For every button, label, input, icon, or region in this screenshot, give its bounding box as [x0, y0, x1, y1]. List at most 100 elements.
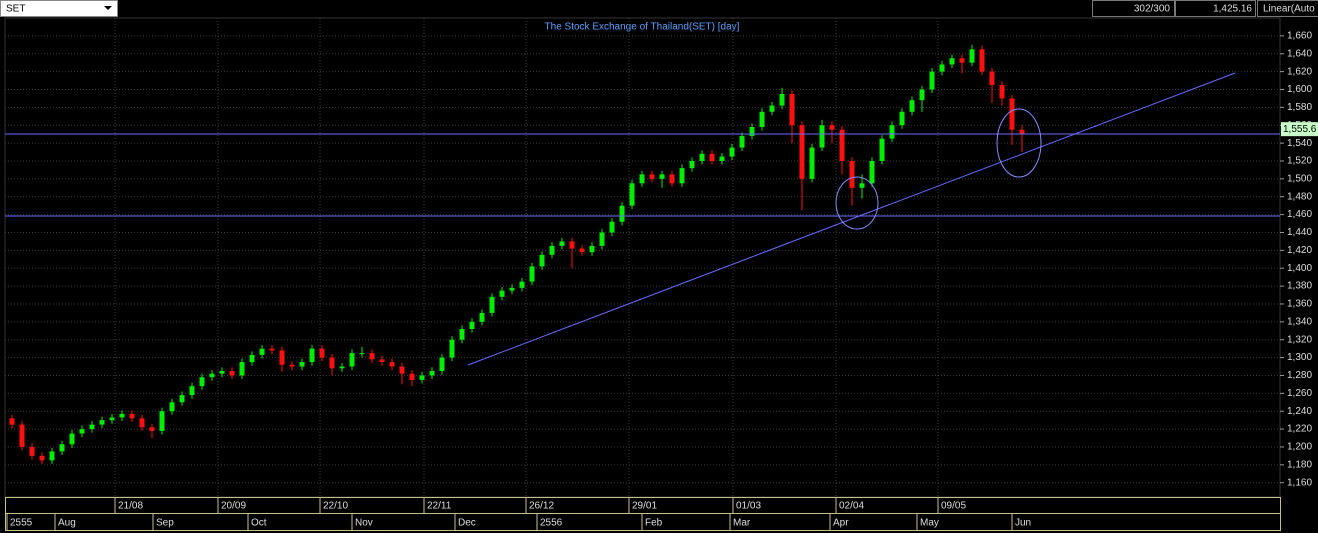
- month-axis-frame: [5, 513, 1281, 531]
- candle-body: [779, 93, 785, 106]
- candle-body: [139, 418, 145, 428]
- candle-body: [439, 357, 445, 371]
- candle-body: [159, 411, 165, 431]
- candle-body: [99, 420, 105, 425]
- candle-body: [539, 254, 545, 267]
- candle-body: [919, 89, 925, 101]
- candle-body: [229, 370, 235, 376]
- dropdown-arrow[interactable]: [104, 6, 112, 10]
- candle-body: [59, 444, 65, 452]
- candle-body: [499, 290, 505, 297]
- month-label: 2556: [540, 518, 563, 529]
- candle-body: [719, 156, 725, 161]
- candle-body: [209, 373, 215, 378]
- y-tick-label: 1,480: [1287, 191, 1312, 202]
- month-label: Dec: [458, 518, 476, 529]
- y-tick-label: 1,300: [1287, 352, 1312, 363]
- month-label: Oct: [251, 518, 267, 529]
- candle-body: [199, 377, 205, 387]
- candle-body: [79, 429, 85, 434]
- candle-body: [939, 64, 945, 72]
- y-tick-label: 1,260: [1287, 388, 1312, 399]
- candle-body: [9, 418, 15, 425]
- candle-body: [529, 266, 535, 282]
- candle-body: [329, 357, 335, 369]
- x-tick-label: 02/04: [839, 501, 864, 512]
- x-tick-label: 22/11: [427, 501, 452, 512]
- candle-body: [959, 58, 965, 63]
- annotation-circle: [835, 176, 879, 230]
- y-tick-label: 1,540: [1287, 138, 1312, 149]
- candle-body: [739, 135, 745, 148]
- candle-body: [1019, 129, 1025, 135]
- count-box: [1092, 0, 1175, 17]
- symbol-box[interactable]: [0, 0, 118, 17]
- candle-body: [829, 125, 835, 130]
- annotation-circle: [996, 108, 1042, 178]
- y-tick-label: 1,580: [1287, 102, 1312, 113]
- candle-body: [899, 111, 905, 126]
- candle-body: [819, 125, 825, 148]
- candle-body: [459, 328, 465, 340]
- candle-body: [349, 353, 355, 367]
- candle-body: [49, 451, 55, 461]
- value: 1,425.16: [1213, 4, 1252, 15]
- month-label: May: [920, 518, 939, 529]
- candle-body: [509, 287, 515, 291]
- count: 302/300: [1134, 4, 1171, 15]
- x-tick-label: 01/03: [736, 501, 761, 512]
- candle-body: [289, 364, 295, 367]
- y-tick-label: 1,160: [1287, 477, 1312, 488]
- month-label: Feb: [645, 518, 663, 529]
- candle-body: [359, 353, 365, 355]
- candle-body: [869, 160, 875, 184]
- candle-body: [559, 241, 565, 246]
- candle-body: [689, 160, 695, 169]
- candle-body: [679, 168, 685, 184]
- x-tick-label: 26/12: [529, 501, 554, 512]
- candle-body: [379, 359, 385, 363]
- month-label: Nov: [355, 518, 373, 529]
- candle-body: [129, 413, 135, 419]
- month-label: Aug: [58, 518, 76, 529]
- candle-body: [309, 348, 315, 363]
- candle-body: [179, 395, 185, 403]
- candle-body: [849, 160, 855, 188]
- x-tick-label: 21/08: [118, 501, 143, 512]
- candle-body: [889, 125, 895, 139]
- candle-body: [519, 281, 525, 288]
- candle-body: [369, 353, 375, 360]
- candle-body: [479, 312, 485, 322]
- y-tick-label: 1,180: [1287, 459, 1312, 470]
- candle-body: [809, 147, 815, 179]
- candle-body: [709, 153, 715, 161]
- y-tick-label: 1,360: [1287, 299, 1312, 310]
- y-tick-label: 1,220: [1287, 424, 1312, 435]
- candle-body: [949, 58, 955, 65]
- candle-body: [699, 153, 705, 161]
- candle-body: [149, 427, 155, 431]
- month-label: Apr: [833, 518, 849, 529]
- candle-body: [929, 71, 935, 90]
- candle-body: [119, 413, 125, 418]
- candle-body: [259, 348, 265, 355]
- candle-body: [339, 366, 345, 369]
- candle-body: [19, 424, 25, 447]
- last-price-marker: [1281, 122, 1318, 137]
- scale-box[interactable]: [1257, 0, 1318, 17]
- y-tick-label: 1,200: [1287, 442, 1312, 453]
- y-tick-label: 1,420: [1287, 245, 1312, 256]
- month-label: Sep: [156, 518, 174, 529]
- last-price-label: 1,555.6: [1283, 124, 1317, 135]
- y-tick-label: 1,320: [1287, 334, 1312, 345]
- symbol: SET: [6, 4, 25, 15]
- trend-line: [467, 72, 1236, 366]
- candle-body: [469, 321, 475, 329]
- candle-body: [39, 455, 45, 461]
- x-tick-label: 29/01: [632, 501, 657, 512]
- candle-body: [759, 111, 765, 128]
- candle-body: [969, 49, 975, 63]
- candle-body: [549, 245, 555, 255]
- candle-body: [169, 402, 175, 412]
- y-tick-label: 1,460: [1287, 209, 1312, 220]
